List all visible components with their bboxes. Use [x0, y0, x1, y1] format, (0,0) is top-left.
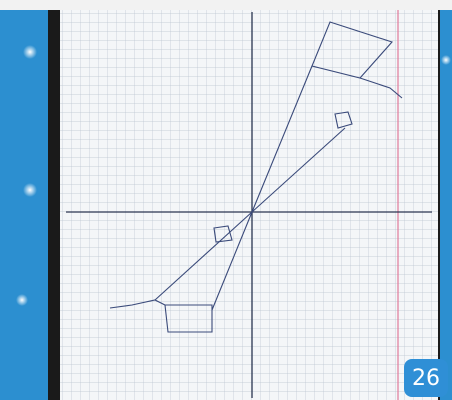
axes	[66, 12, 432, 398]
badge-number: 26	[412, 366, 440, 391]
sketch	[109, 21, 403, 333]
sparkles	[16, 45, 451, 306]
top-edge	[0, 0, 452, 10]
badge	[404, 359, 448, 397]
grid	[60, 10, 438, 400]
